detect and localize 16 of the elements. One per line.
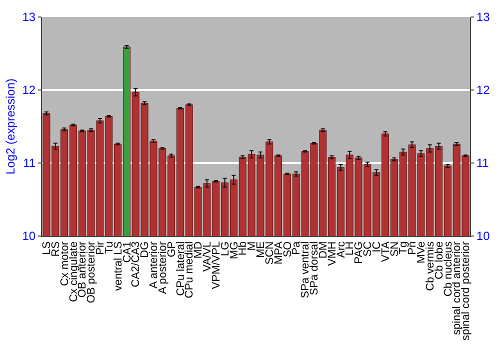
x-tick-label: spinal cord posterior: [460, 241, 472, 340]
y-tick-label: 13: [22, 10, 36, 24]
y2-tick-label: 13: [476, 10, 490, 24]
x-tick-label: OB posterior: [86, 241, 98, 304]
y2-tick-label: 10: [476, 229, 490, 244]
y2-tick-label: 12: [476, 83, 490, 98]
y-axis-title: Log2 (expression): [4, 78, 18, 175]
y-tick-label: 12: [22, 83, 36, 98]
x-tick-label: IC: [370, 241, 383, 252]
x-tick-label: Tg: [398, 241, 410, 254]
y2-tick-label: 11: [476, 156, 490, 170]
x-tick-label: SCN: [264, 241, 276, 265]
x-tick-label: Cb lobe: [433, 241, 446, 280]
x-tick-label: RS: [50, 241, 62, 257]
y-tick-label: 10: [22, 229, 36, 244]
y-tick-label: 11: [23, 156, 36, 170]
